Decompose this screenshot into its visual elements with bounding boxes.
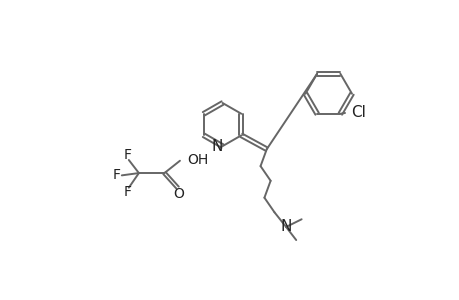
Text: OH: OH (187, 153, 208, 167)
Text: F: F (112, 168, 120, 182)
Text: F: F (124, 185, 132, 199)
Text: F: F (124, 148, 132, 162)
Text: N: N (280, 219, 291, 234)
Text: N: N (211, 140, 222, 154)
Text: Cl: Cl (351, 105, 365, 120)
Text: O: O (174, 187, 184, 201)
